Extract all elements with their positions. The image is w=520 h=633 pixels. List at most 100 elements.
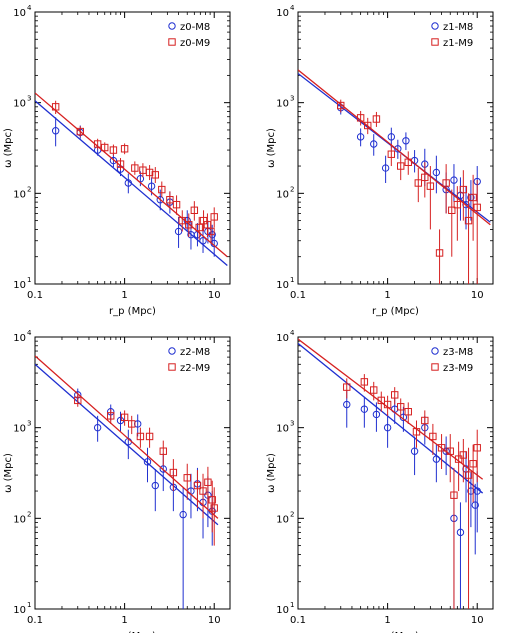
y-tick-exponent: 4 (290, 329, 295, 337)
data-point (426, 182, 435, 190)
y-tick-label: 10 (276, 514, 289, 525)
data-point (453, 200, 462, 209)
y-tick-exponent: 1 (27, 601, 31, 609)
data-point (454, 455, 463, 463)
data-point (93, 423, 102, 432)
y-tick-label: 10 (276, 333, 289, 344)
y-tick-label: 10 (13, 280, 26, 291)
legend-label: z0-M8 (180, 22, 210, 33)
data-point (193, 481, 202, 490)
data-point (372, 115, 381, 123)
y-tick-label: 10 (276, 605, 289, 616)
data-point (404, 158, 412, 166)
legend-label: z2-M8 (180, 347, 210, 358)
y-tick-label: 10 (13, 333, 26, 344)
data-point (166, 196, 174, 204)
legend: z0-M8 z0-M9 (168, 22, 210, 49)
x-tick-label: 0.1 (290, 615, 306, 626)
data-point (145, 432, 154, 441)
x-tick-label: 0.1 (27, 615, 43, 626)
legend-marker-circle (431, 347, 439, 355)
y-tick-exponent: 3 (27, 420, 31, 428)
y-tick-exponent: 4 (290, 4, 295, 12)
y-axis-label: ω (Mpc) (3, 453, 14, 493)
legend-label: z2-M9 (180, 363, 210, 374)
x-tick-label: 0.1 (290, 290, 306, 301)
data-point (360, 378, 369, 386)
plot-area (298, 338, 484, 609)
data-point (429, 432, 437, 441)
y-tick-exponent: 4 (27, 329, 32, 337)
legend-marker-circle (168, 22, 176, 30)
data-point (464, 471, 473, 479)
legend-marker-square (431, 363, 439, 371)
data-point (128, 420, 136, 428)
data-point (199, 487, 207, 495)
data-point (381, 164, 390, 172)
data-point (147, 182, 156, 190)
legend: z3-M8 z3-M9 (431, 347, 473, 374)
data-point (469, 193, 477, 202)
data-point (337, 101, 345, 110)
y-tick-exponent: 2 (27, 185, 31, 193)
data-point (370, 140, 378, 148)
y-tick-exponent: 2 (27, 510, 31, 518)
y-tick-label: 10 (276, 189, 289, 200)
x-tick-label: 10 (208, 290, 221, 301)
data-point (207, 227, 215, 236)
data-point (421, 416, 429, 425)
data-point (151, 171, 159, 179)
data-point (159, 465, 167, 473)
data-point (377, 396, 385, 405)
data-point (387, 133, 396, 141)
legend-label: z0-M9 (180, 38, 210, 49)
data-point (210, 213, 218, 221)
plot-area (35, 92, 228, 266)
legend-marker-square (431, 38, 439, 46)
data-point (421, 173, 429, 182)
data-point (172, 200, 181, 209)
y-tick-exponent: 1 (290, 276, 294, 284)
data-point (343, 400, 351, 409)
data-point (151, 481, 159, 490)
x-tick-label: 0.1 (27, 290, 43, 301)
data-point (456, 528, 465, 537)
data-point (410, 447, 419, 455)
y-tick-label: 10 (276, 99, 289, 110)
y-tick-label: 10 (13, 424, 26, 435)
series-z3-M9 (298, 338, 484, 609)
data-point (397, 403, 405, 411)
x-axis-label: r_p (Mpc) (372, 631, 419, 633)
y-tick-exponent: 3 (290, 420, 294, 428)
data-point (169, 468, 178, 477)
data-point (120, 413, 129, 422)
series-z0-M8 (35, 100, 228, 266)
data-point (178, 216, 186, 225)
data-point (51, 103, 60, 111)
y-axis-label: ω (Mpc) (266, 453, 277, 493)
y-tick-exponent: 1 (290, 601, 294, 609)
data-point (210, 504, 218, 512)
data-point (51, 127, 60, 135)
data-point (404, 408, 412, 416)
data-point (437, 444, 446, 452)
plot-frame (297, 11, 494, 285)
data-point (109, 146, 118, 154)
series-z3-M8 (298, 342, 484, 609)
fit-line (298, 342, 484, 494)
data-point (372, 410, 381, 419)
data-point (156, 196, 164, 204)
y-tick-label: 10 (276, 280, 289, 291)
series-z0-M9 (35, 92, 228, 258)
x-tick-label: 10 (471, 615, 484, 626)
y-axis-label: ω (Mpc) (3, 128, 14, 168)
data-point (432, 455, 441, 463)
data-point (179, 510, 187, 519)
data-point (174, 227, 183, 236)
x-axis-label: r_p (Mpc) (109, 306, 156, 317)
data-point (402, 137, 410, 145)
data-point (448, 206, 456, 214)
